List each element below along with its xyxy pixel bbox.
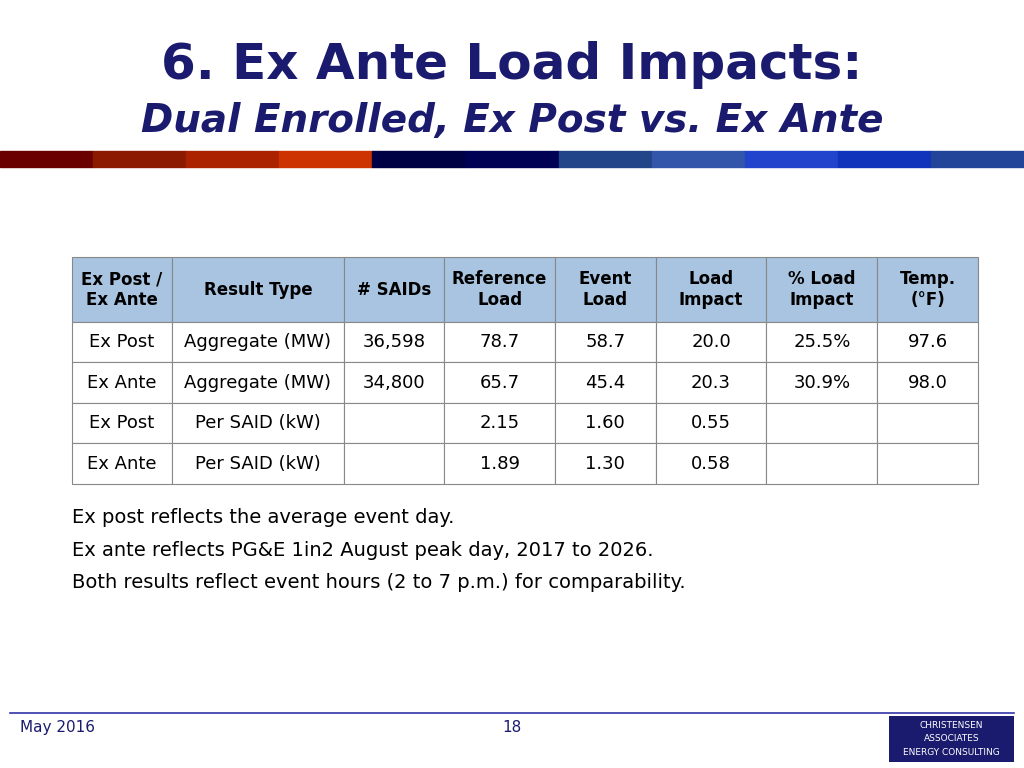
- Text: 34,800: 34,800: [362, 373, 425, 392]
- Bar: [838, 151, 931, 167]
- Text: Aggregate (MW): Aggregate (MW): [184, 373, 332, 392]
- Text: % Load
Impact: % Load Impact: [788, 270, 856, 309]
- Bar: [651, 151, 744, 167]
- Text: Both results reflect event hours (2 to 7 p.m.) for comparability.: Both results reflect event hours (2 to 7…: [72, 573, 685, 592]
- Text: Ex post reflects the average event day.: Ex post reflects the average event day.: [72, 508, 454, 528]
- Bar: [555, 403, 655, 443]
- Bar: [766, 443, 878, 484]
- Bar: [466, 151, 558, 167]
- Text: 45.4: 45.4: [586, 373, 626, 392]
- Text: 0.55: 0.55: [691, 414, 731, 432]
- Text: 20.0: 20.0: [691, 333, 731, 351]
- Bar: [878, 322, 978, 362]
- Text: CHRISTENSEN
ASSOCIATES
ENERGY CONSULTING: CHRISTENSEN ASSOCIATES ENERGY CONSULTING: [903, 721, 999, 756]
- Bar: [344, 443, 444, 484]
- Text: 20.3: 20.3: [691, 373, 731, 392]
- Text: Ex Ante: Ex Ante: [87, 455, 157, 472]
- Bar: [444, 257, 555, 322]
- Text: Ex Post /
Ex Ante: Ex Post / Ex Ante: [81, 270, 163, 309]
- Text: 97.6: 97.6: [907, 333, 947, 351]
- Text: Ex ante reflects PG&E 1in2 August peak day, 2017 to 2026.: Ex ante reflects PG&E 1in2 August peak d…: [72, 541, 653, 560]
- Text: 2.15: 2.15: [479, 414, 520, 432]
- Text: Per SAID (kW): Per SAID (kW): [196, 414, 321, 432]
- Text: Dual Enrolled, Ex Post vs. Ex Ante: Dual Enrolled, Ex Post vs. Ex Ante: [140, 101, 884, 140]
- Bar: [555, 362, 655, 403]
- Bar: [744, 151, 838, 167]
- Text: Load
Impact: Load Impact: [679, 270, 743, 309]
- Bar: [655, 322, 766, 362]
- Bar: [172, 257, 344, 322]
- Bar: [878, 362, 978, 403]
- Bar: [186, 151, 280, 167]
- Text: Aggregate (MW): Aggregate (MW): [184, 333, 332, 351]
- Bar: [172, 362, 344, 403]
- Bar: [878, 403, 978, 443]
- Bar: [766, 403, 878, 443]
- Text: 1.30: 1.30: [586, 455, 626, 472]
- Text: 0.58: 0.58: [691, 455, 731, 472]
- Text: Per SAID (kW): Per SAID (kW): [196, 455, 321, 472]
- Bar: [93, 151, 186, 167]
- Text: 65.7: 65.7: [479, 373, 520, 392]
- Bar: [344, 362, 444, 403]
- Bar: [72, 257, 172, 322]
- Bar: [0, 151, 93, 167]
- Text: Ex Ante: Ex Ante: [87, 373, 157, 392]
- Bar: [766, 257, 878, 322]
- Text: 36,598: 36,598: [362, 333, 425, 351]
- Bar: [766, 362, 878, 403]
- Bar: [72, 362, 172, 403]
- Bar: [172, 322, 344, 362]
- Bar: [172, 403, 344, 443]
- Text: 25.5%: 25.5%: [794, 333, 851, 351]
- Bar: [280, 151, 373, 167]
- Text: Temp.
(°F): Temp. (°F): [899, 270, 955, 309]
- Text: 1.60: 1.60: [586, 414, 626, 432]
- Bar: [373, 151, 466, 167]
- Bar: [444, 322, 555, 362]
- Text: 78.7: 78.7: [479, 333, 520, 351]
- Bar: [72, 322, 172, 362]
- Text: Ex Post: Ex Post: [89, 333, 155, 351]
- Bar: [444, 403, 555, 443]
- Text: 30.9%: 30.9%: [794, 373, 850, 392]
- Bar: [72, 443, 172, 484]
- Text: 58.7: 58.7: [586, 333, 626, 351]
- Bar: [889, 716, 1014, 762]
- Text: 98.0: 98.0: [907, 373, 947, 392]
- Text: 1.89: 1.89: [479, 455, 519, 472]
- Bar: [558, 151, 651, 167]
- Bar: [655, 362, 766, 403]
- Bar: [344, 322, 444, 362]
- Text: May 2016: May 2016: [20, 720, 95, 736]
- Text: Event
Load: Event Load: [579, 270, 632, 309]
- Text: Ex Post: Ex Post: [89, 414, 155, 432]
- Text: Result Type: Result Type: [204, 280, 312, 299]
- Bar: [655, 257, 766, 322]
- Bar: [444, 362, 555, 403]
- Bar: [655, 443, 766, 484]
- Text: 6. Ex Ante Load Impacts:: 6. Ex Ante Load Impacts:: [162, 41, 862, 89]
- Bar: [72, 403, 172, 443]
- Text: 18: 18: [503, 720, 521, 736]
- Bar: [344, 403, 444, 443]
- Bar: [444, 443, 555, 484]
- Bar: [766, 322, 878, 362]
- Bar: [655, 403, 766, 443]
- Bar: [931, 151, 1024, 167]
- Bar: [555, 322, 655, 362]
- Bar: [172, 443, 344, 484]
- Text: # SAIDs: # SAIDs: [356, 280, 431, 299]
- Bar: [555, 443, 655, 484]
- Bar: [878, 443, 978, 484]
- Bar: [555, 257, 655, 322]
- Text: Reference
Load: Reference Load: [452, 270, 547, 309]
- Bar: [344, 257, 444, 322]
- Bar: [878, 257, 978, 322]
